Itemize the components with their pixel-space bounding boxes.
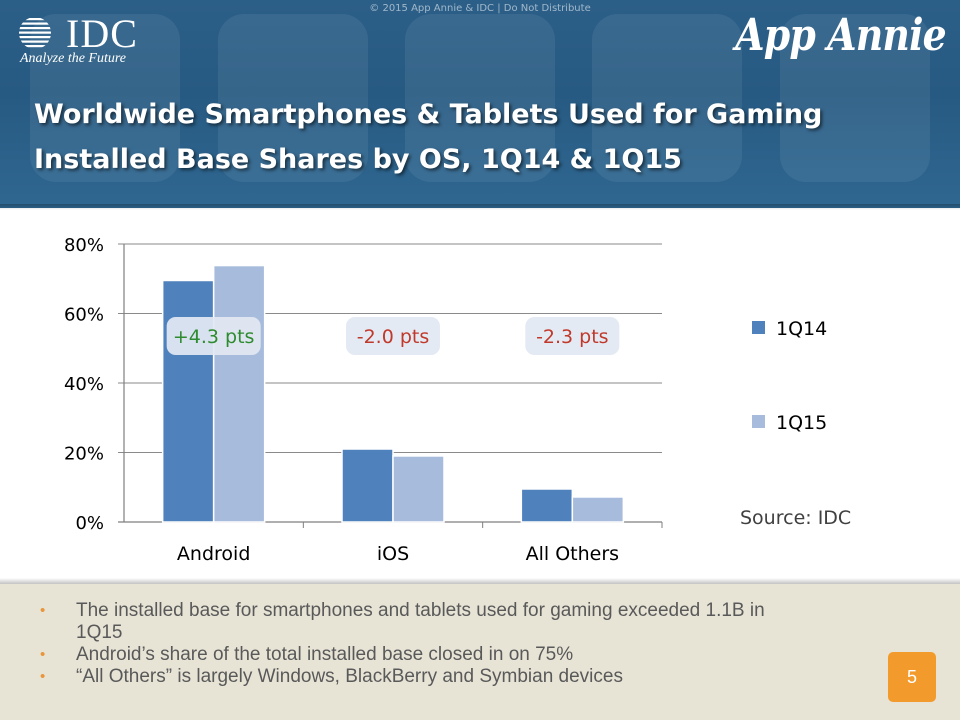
change-callout-box bbox=[525, 317, 620, 355]
legend-label: 1Q15 bbox=[776, 412, 827, 434]
x-tick-label: Android bbox=[177, 543, 250, 565]
app-annie-logo: App Annie bbox=[735, 10, 946, 61]
bullet-dot-icon: • bbox=[40, 602, 46, 619]
title-line-2: Installed Base Shares by OS, 1Q14 & 1Q15 bbox=[34, 144, 682, 175]
idc-logo-text: IDC bbox=[66, 11, 138, 56]
change-callout-label: -2.3 pts bbox=[536, 326, 609, 348]
source-note: Source: IDC bbox=[740, 507, 851, 529]
header-banner: © 2015 App Annie & IDC | Do Not Distribu… bbox=[0, 0, 960, 208]
bullet-item: • Android’s share of the total installed… bbox=[40, 644, 800, 666]
x-tick-label: All Others bbox=[526, 543, 619, 565]
legend-swatch bbox=[752, 415, 765, 428]
y-tick-label: 40% bbox=[64, 374, 104, 395]
background-tile bbox=[780, 14, 930, 182]
background-tile bbox=[218, 14, 368, 182]
bullet-item: • “All Others” is largely Windows, Black… bbox=[40, 666, 800, 688]
change-callout-label: -2.0 pts bbox=[357, 326, 430, 348]
bar-1q15-ios bbox=[392, 455, 445, 523]
notes-panel bbox=[0, 584, 960, 720]
idc-tagline: Analyze the Future bbox=[20, 51, 127, 66]
bar-1q15-all-others bbox=[571, 496, 625, 523]
x-tick-label: iOS bbox=[377, 543, 409, 565]
idc-logo: IDC Analyze the Future bbox=[18, 11, 148, 70]
background-tile bbox=[30, 14, 180, 182]
page-number-badge: 5 bbox=[888, 652, 936, 702]
y-tick-label: 80% bbox=[64, 235, 104, 256]
legend-swatch bbox=[752, 321, 765, 334]
chart-divider-shadow bbox=[0, 578, 960, 585]
copyright-notice: © 2015 App Annie & IDC | Do Not Distribu… bbox=[369, 3, 591, 14]
idc-globe-icon bbox=[19, 18, 51, 48]
y-tick-label: 20% bbox=[64, 444, 104, 465]
y-tick-label: 60% bbox=[64, 305, 104, 326]
bullet-list: • The installed base for smartphones and… bbox=[40, 600, 800, 688]
header-shadow bbox=[0, 204, 960, 210]
bar-1q14-ios bbox=[341, 448, 394, 523]
bullet-text: Android’s share of the total installed b… bbox=[76, 644, 574, 665]
title-line-1: Worldwide Smartphones & Tablets Used for… bbox=[34, 99, 823, 130]
y-tick-label: 0% bbox=[75, 513, 104, 534]
bullet-dot-icon: • bbox=[40, 646, 46, 663]
legend-label: 1Q14 bbox=[776, 318, 827, 340]
bar-1q14-all-others bbox=[520, 488, 574, 523]
background-tile bbox=[592, 14, 742, 182]
change-callout-label: +4.3 pts bbox=[173, 326, 255, 348]
bullet-text: “All Others” is largely Windows, BlackBe… bbox=[76, 666, 623, 687]
change-callout-box bbox=[166, 317, 261, 355]
bullet-text: The installed base for smartphones and t… bbox=[76, 600, 765, 643]
bullet-item: • The installed base for smartphones and… bbox=[40, 600, 800, 644]
bullet-dot-icon: • bbox=[40, 668, 46, 685]
bar-1q14-android bbox=[161, 279, 215, 523]
page-title: Worldwide Smartphones & Tablets Used for… bbox=[34, 92, 822, 182]
background-tile bbox=[405, 14, 555, 182]
bar-1q15-android bbox=[212, 264, 266, 523]
bar-chart: 0% 20% 40% 60% 80% Android iOS All Others +4.3 p… bbox=[64, 235, 851, 565]
change-callout-box bbox=[346, 317, 440, 355]
